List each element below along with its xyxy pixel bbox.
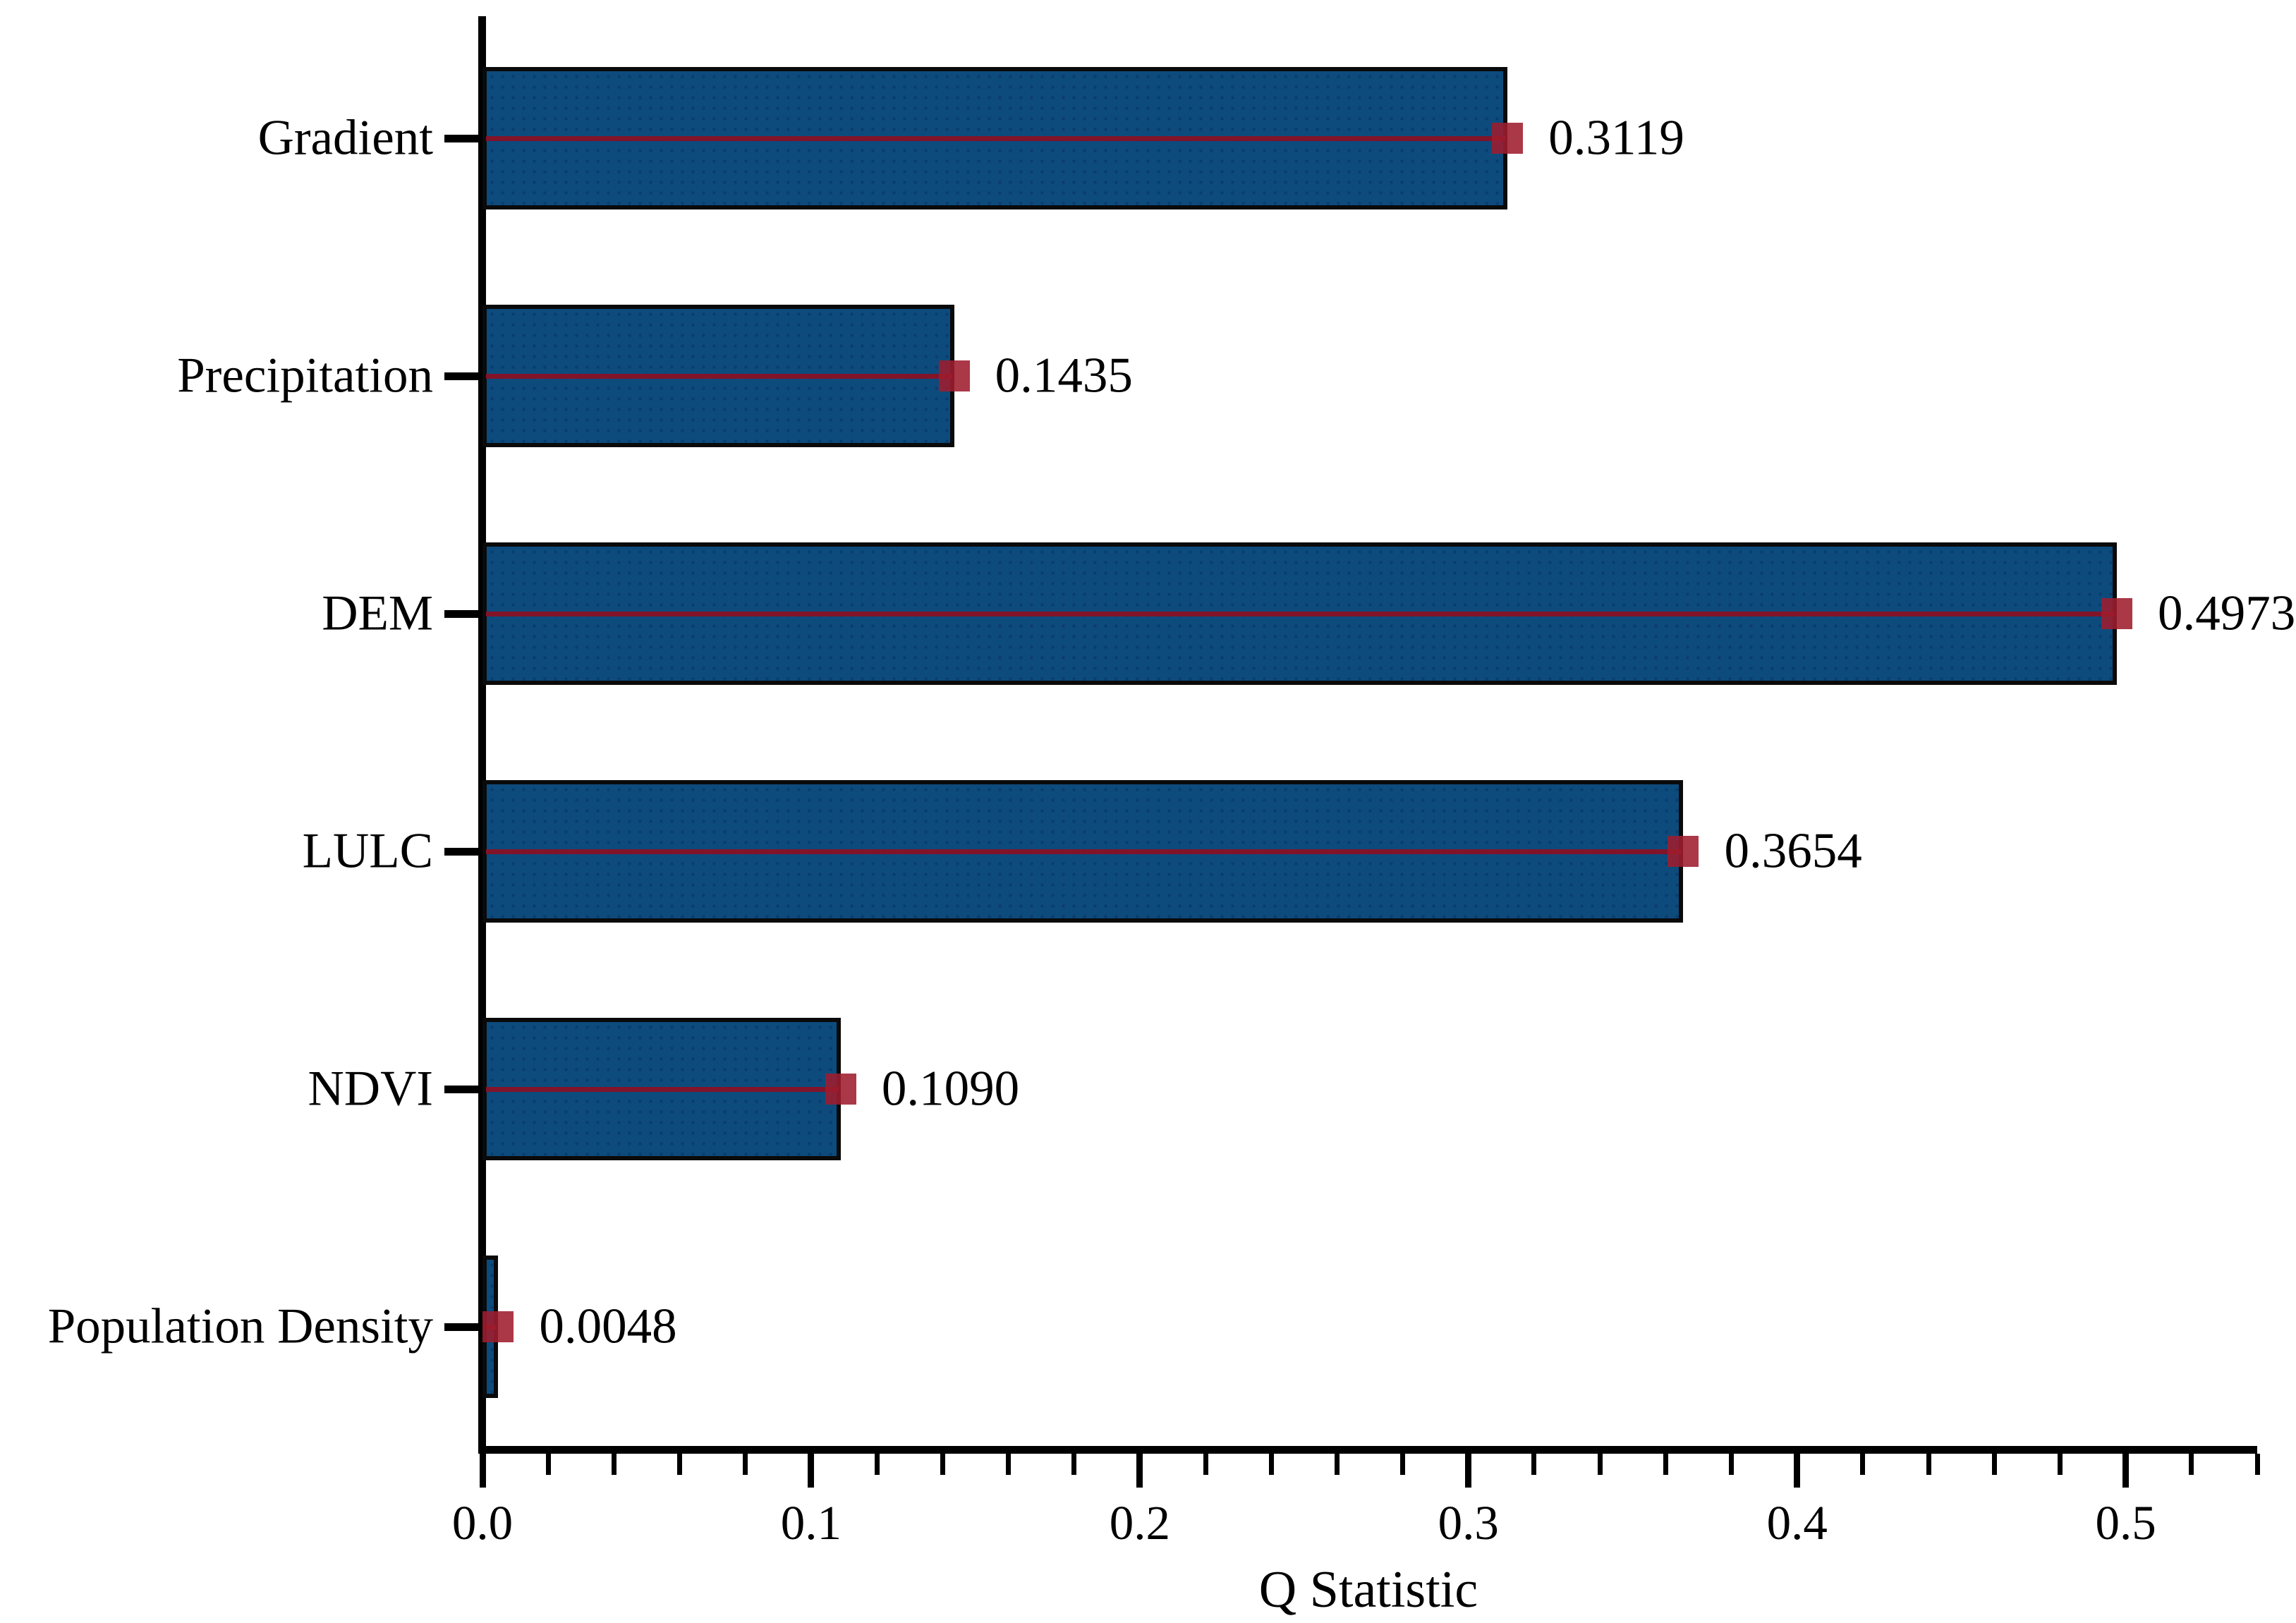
y-tick-gradient <box>444 134 482 142</box>
x-minor-tick-44 <box>1926 1454 1931 1475</box>
x-minor-tick-32 <box>1531 1454 1537 1475</box>
x-major-tick-5 <box>2122 1454 2130 1488</box>
end-marker-lulc <box>1668 836 1699 868</box>
x-minor-tick-34 <box>1597 1454 1603 1475</box>
x-minor-tick-2 <box>545 1454 551 1475</box>
x-major-tick-1 <box>808 1454 815 1488</box>
x-tick-label-4: 0.4 <box>1766 1496 1828 1550</box>
end-marker-gradient <box>1492 122 1524 154</box>
y-tick-lulc <box>444 848 482 856</box>
x-minor-tick-22 <box>1203 1454 1208 1475</box>
bar-center-line-dem <box>486 611 2115 616</box>
x-tick-label-5: 0.5 <box>2095 1496 2156 1550</box>
category-label-dem: DEM <box>322 585 433 641</box>
category-label-lulc: LULC <box>302 823 433 879</box>
x-tick-label-0: 0.0 <box>451 1496 514 1550</box>
x-major-tick-4 <box>1794 1454 1801 1488</box>
category-label-population-density: Population Density <box>47 1299 433 1354</box>
value-label-precipitation: 0.1435 <box>995 348 1133 403</box>
x-minor-tick-14 <box>940 1454 945 1475</box>
bar-center-line-precipitation <box>486 373 952 379</box>
bar-center-line-lulc <box>486 849 1682 855</box>
end-marker-ndvi <box>825 1074 856 1105</box>
x-minor-tick-42 <box>1860 1454 1866 1475</box>
x-tick-label-1: 0.1 <box>780 1496 842 1550</box>
x-minor-tick-8 <box>743 1454 748 1475</box>
x-axis-line <box>478 1446 2257 1454</box>
value-label-dem: 0.4973 <box>2158 585 2296 641</box>
x-minor-tick-48 <box>2057 1454 2063 1475</box>
x-minor-tick-28 <box>1400 1454 1406 1475</box>
x-minor-tick-38 <box>1729 1454 1735 1475</box>
value-label-population-density: 0.0048 <box>539 1299 677 1354</box>
end-marker-dem <box>2101 597 2133 629</box>
value-label-lulc: 0.3654 <box>1724 823 1862 879</box>
y-axis-line <box>478 16 486 1454</box>
x-major-tick-2 <box>1136 1454 1143 1488</box>
end-marker-population-density <box>482 1311 514 1343</box>
x-minor-tick-46 <box>1991 1454 1997 1475</box>
end-marker-precipitation <box>938 360 970 391</box>
x-minor-tick-18 <box>1071 1454 1077 1475</box>
x-minor-tick-24 <box>1268 1454 1274 1475</box>
category-label-ndvi: NDVI <box>308 1061 433 1117</box>
x-minor-tick-16 <box>1005 1454 1011 1475</box>
bar-center-line-ndvi <box>486 1087 839 1093</box>
y-tick-dem <box>444 609 482 618</box>
x-minor-tick-6 <box>677 1454 683 1475</box>
category-label-precipitation: Precipitation <box>177 348 433 403</box>
x-major-tick-0 <box>479 1454 486 1488</box>
bar-center-line-gradient <box>486 135 1506 141</box>
x-tick-label-3: 0.3 <box>1438 1496 1499 1550</box>
y-tick-ndvi <box>444 1086 482 1094</box>
x-axis-title: Q Statistic <box>1258 1561 1478 1619</box>
y-tick-population-density <box>444 1323 482 1332</box>
value-label-ndvi: 0.1090 <box>881 1061 1020 1117</box>
y-tick-precipitation <box>444 372 482 380</box>
x-minor-tick-4 <box>611 1454 616 1475</box>
x-tick-label-2: 0.2 <box>1109 1496 1170 1550</box>
x-minor-tick-12 <box>874 1454 880 1475</box>
x-minor-tick-26 <box>1334 1454 1340 1475</box>
x-minor-tick-36 <box>1663 1454 1668 1475</box>
x-minor-tick-52 <box>2189 1454 2194 1475</box>
value-label-gradient: 0.3119 <box>1548 110 1684 166</box>
category-label-gradient: Gradient <box>257 110 433 166</box>
x-major-tick-3 <box>1465 1454 1472 1488</box>
x-minor-tick-54 <box>2254 1454 2260 1475</box>
